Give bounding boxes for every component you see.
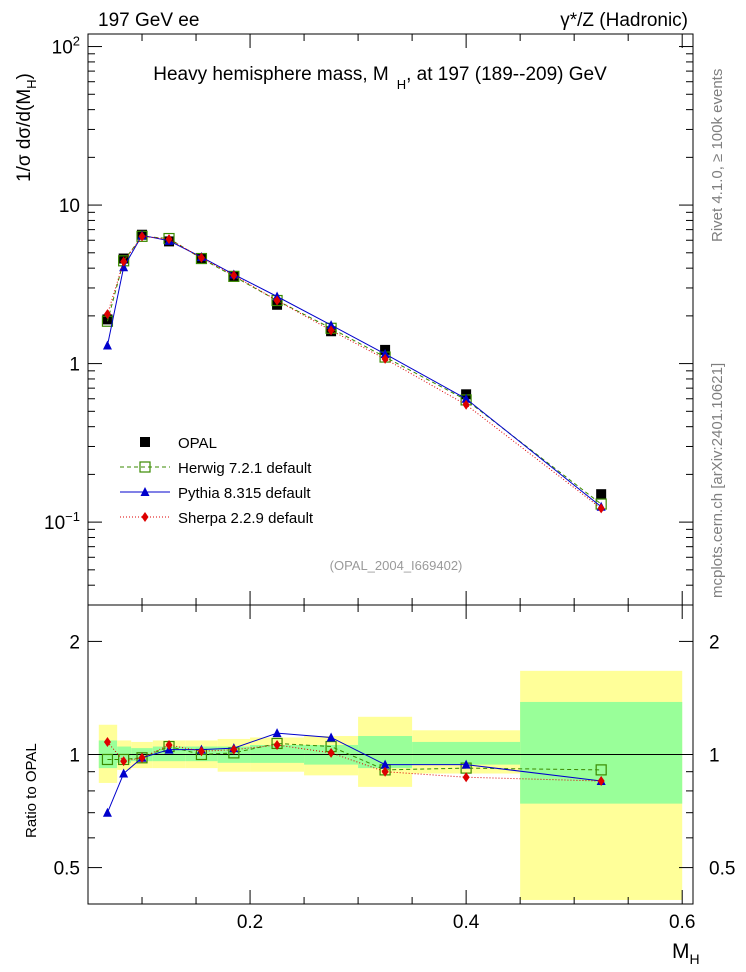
ratio-point-sherpa-2-2-9-default (138, 752, 146, 763)
main-point-pythia-8-315-default (102, 340, 112, 350)
ratio-x-tick-labels: 0.2 0.4 0.6 (237, 912, 696, 933)
main-y-tick-label: 10 (59, 196, 80, 217)
header-right: γ*/Z (Hadronic) (560, 10, 688, 31)
ratio-x-tick-label: 0.4 (453, 912, 480, 933)
ratio-y-tick-label-left: 2 (69, 632, 80, 653)
ratio-y-tick-label-left: 1 (69, 746, 80, 767)
ratio-point-sherpa-2-2-9-default (103, 736, 111, 747)
ratio-point-pythia-8-315-default (102, 807, 112, 817)
legend-marker (140, 437, 150, 447)
main-y-tick-label: 10−1 (44, 509, 80, 534)
ratio-axis-ticks (87, 605, 693, 905)
ratio-line-sherpa-2-2-9-default (107, 741, 602, 782)
main-point-sherpa-2-2-9-default (103, 309, 111, 320)
ratio-point-sherpa-2-2-9-default (120, 756, 128, 767)
legend-label: OPAL (178, 435, 217, 452)
main-axis-ticks (87, 34, 693, 606)
main-point-pythia-8-315-default (119, 262, 129, 272)
ratio-point-herwig-7-2-1-default (101, 753, 114, 766)
ratio-point-pythia-8-315-default (380, 759, 390, 769)
main-point-sherpa-2-2-9-default (230, 270, 238, 281)
main-point-sherpa-2-2-9-default (138, 231, 146, 242)
main-point-sherpa-2-2-9-default (597, 503, 605, 514)
main-line-sherpa-2-2-9-default (106, 235, 602, 509)
legend-marker (139, 461, 151, 473)
main-y-tick-label: 102 (52, 34, 80, 59)
ratio-y-tick-label-left: 0.5 (54, 859, 80, 880)
ratio-point-pythia-8-315-default (119, 768, 129, 778)
header-left: 197 GeV ee (98, 10, 199, 31)
main-point-sherpa-2-2-9-default (273, 295, 281, 306)
ratio-band-green (250, 744, 305, 763)
main-point-pythia-8-315-default (461, 393, 471, 403)
main-point-sherpa-2-2-9-default (120, 256, 128, 267)
ratio-plot-panel: 0.5 0.5 1 1 2 2 0.2 0.4 0.6 Ratio to OPAL MH (23, 604, 736, 967)
legend-marker (141, 512, 149, 522)
main-point-pythia-8-315-default (380, 348, 390, 358)
legend-label: Sherpa 2.2.9 default (178, 510, 314, 527)
ratio-point-sherpa-2-2-9-default (197, 746, 205, 757)
ratio-point-sherpa-2-2-9-default (381, 766, 389, 777)
main-y-axis-label: 1/σ dσ/d(MH) (14, 73, 39, 182)
legend-entry-opal: OPAL (140, 435, 217, 452)
legend-marker (140, 487, 150, 496)
main-y-tick-label: 1 (69, 355, 80, 376)
main-point-sherpa-2-2-9-default (197, 252, 205, 263)
legend-label: Herwig 7.2.1 default (178, 460, 312, 477)
ratio-series-sherpa-2-2-9-default (103, 736, 605, 787)
ratio-y-tick-label-right: 1 (709, 746, 720, 767)
main-y-tick-labels: 10−1 1 10 102 (44, 34, 80, 535)
main-point-sherpa-2-2-9-default (165, 234, 173, 245)
ratio-point-sherpa-2-2-9-default (165, 739, 173, 750)
ratio-band-green (412, 741, 521, 765)
ratio-plot-frame (87, 604, 694, 905)
ratio-point-sherpa-2-2-9-default (327, 747, 335, 758)
ratio-x-tick-label: 0.2 (237, 912, 263, 933)
ratio-point-pythia-8-315-default (326, 732, 336, 742)
ratio-point-pythia-8-315-default (461, 759, 471, 769)
main-point-opal (596, 489, 607, 500)
ratio-point-sherpa-2-2-9-default (230, 744, 238, 755)
legend-label: Pythia 8.315 default (178, 485, 311, 502)
main-point-sherpa-2-2-9-default (381, 353, 389, 364)
ratio-y-tick-label-right: 0.5 (709, 859, 735, 880)
legend: OPAL Herwig 7.2.1 default Pythia 8.315 def… (120, 435, 314, 527)
ratio-series-group (101, 728, 607, 817)
main-plot-panel: 10−1 1 10 102 Heavy hemisphere mass, M H, at… (14, 33, 694, 606)
analysis-watermark: (OPAL_2004_I669402) (330, 558, 463, 573)
main-series-opal (102, 229, 607, 500)
ratio-x-tick-label: 0.6 (669, 912, 695, 933)
main-series-group (101, 229, 607, 514)
main-title: Heavy hemisphere mass, M H, at 197 (189--… (153, 64, 607, 92)
legend-entry-pythia-8-315-default: Pythia 8.315 default (120, 485, 311, 502)
main-point-pythia-8-315-default (326, 320, 336, 330)
ratio-x-axis-label: MH (672, 940, 700, 967)
ratio-y-tick-labels: 0.5 0.5 1 1 2 2 (54, 632, 736, 879)
ratio-uncertainty-bands (98, 670, 683, 900)
legend-entry-herwig-7-2-1-default: Herwig 7.2.1 default (120, 460, 312, 477)
ratio-band-green (152, 746, 186, 762)
ratio-y-tick-label-right: 2 (709, 632, 720, 653)
ratio-point-sherpa-2-2-9-default (597, 776, 605, 787)
legend-entry-sherpa-2-2-9-default: Sherpa 2.2.9 default (120, 510, 314, 527)
ratio-point-pythia-8-315-default (272, 728, 282, 738)
ratio-point-sherpa-2-2-9-default (273, 739, 281, 750)
ratio-point-sherpa-2-2-9-default (462, 772, 470, 783)
rivet-version-label: Rivet 4.1.0, ≥ 100k events (709, 69, 726, 242)
ratio-band-green (520, 701, 683, 804)
main-series-sherpa-2-2-9-default (103, 231, 605, 514)
source-site-label: mcplots.cern.ch [arXiv:2401.10621] (709, 363, 726, 598)
ratio-point-herwig-7-2-1-default (595, 764, 607, 776)
main-point-sherpa-2-2-9-default (327, 325, 335, 336)
ratio-y-axis-label: Ratio to OPAL (23, 743, 40, 838)
main-point-sherpa-2-2-9-default (462, 399, 470, 410)
